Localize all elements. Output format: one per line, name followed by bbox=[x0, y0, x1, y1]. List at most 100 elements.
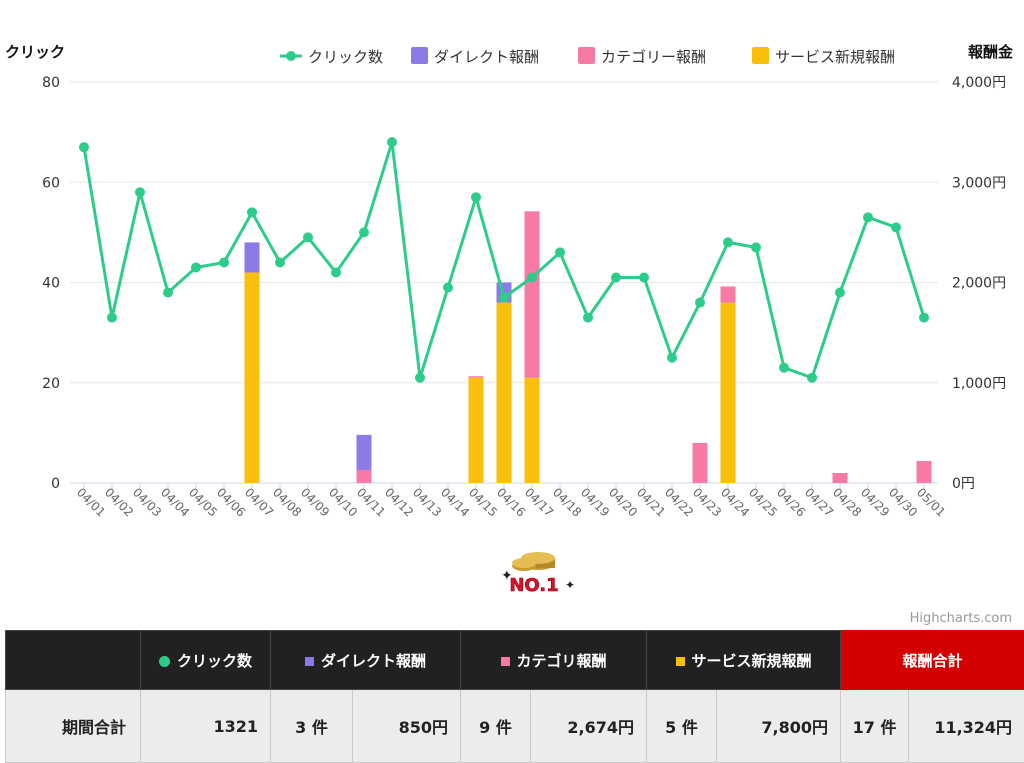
legend-item[interactable]: クリック数 bbox=[280, 48, 383, 66]
x-tick-label: 04/11 bbox=[354, 485, 388, 519]
legend-square-icon bbox=[578, 47, 595, 64]
x-axis: 04/0104/0204/0304/0404/0504/0604/0704/08… bbox=[74, 483, 948, 520]
x-tick-label: 04/12 bbox=[382, 485, 416, 519]
click-point bbox=[779, 363, 789, 373]
x-tick-label: 04/03 bbox=[130, 485, 164, 519]
click-point bbox=[303, 232, 313, 242]
x-tick-label: 04/09 bbox=[298, 485, 332, 519]
bar-segment bbox=[469, 376, 484, 378]
left-tick-label: 60 bbox=[42, 175, 60, 191]
header-direct: ダイレクト報酬 bbox=[271, 631, 461, 690]
click-point bbox=[471, 192, 481, 202]
x-tick-label: 04/14 bbox=[438, 485, 472, 519]
header-clicks: クリック数 bbox=[141, 631, 271, 690]
right-tick-label: 2,000円 bbox=[952, 276, 1006, 292]
legend-dot-icon bbox=[286, 51, 296, 61]
x-tick-label: 04/01 bbox=[74, 485, 108, 519]
x-tick-label: 04/08 bbox=[270, 485, 304, 519]
click-point bbox=[891, 222, 901, 232]
legend-label: クリック数 bbox=[308, 48, 383, 66]
click-point bbox=[863, 212, 873, 222]
legend-label: サービス新規報酬 bbox=[775, 48, 895, 66]
x-tick-label: 04/04 bbox=[158, 485, 192, 519]
header-category: カテゴリ報酬 bbox=[461, 631, 647, 690]
click-point bbox=[835, 288, 845, 298]
category-count: 9 件 bbox=[461, 690, 531, 763]
x-tick-label: 04/25 bbox=[746, 485, 780, 519]
legend[interactable]: クリック数 ダイレクト報酬 カテゴリー報酬 サービス新規報酬 bbox=[280, 47, 895, 66]
x-tick-label: 04/05 bbox=[186, 485, 220, 519]
x-tick-label: 04/17 bbox=[522, 485, 556, 519]
click-point bbox=[135, 187, 145, 197]
x-tick-label: 04/18 bbox=[550, 485, 584, 519]
direct-count: 3 件 bbox=[271, 690, 353, 763]
highcharts-credit[interactable]: Highcharts.com bbox=[910, 611, 1012, 626]
summary-total-row: 期間合計 1321 3 件 850円 9 件 2,674円 5 件 7,800円… bbox=[6, 690, 1024, 763]
legend-item[interactable]: サービス新規報酬 bbox=[752, 47, 895, 66]
click-point bbox=[695, 298, 705, 308]
click-point bbox=[219, 257, 229, 267]
x-tick-label: 04/30 bbox=[886, 485, 920, 519]
bar-segment bbox=[525, 211, 540, 377]
click-point bbox=[807, 373, 817, 383]
x-tick-label: 04/23 bbox=[690, 485, 724, 519]
bar-segment bbox=[525, 378, 540, 483]
legend-square-icon bbox=[411, 47, 428, 64]
click-point bbox=[247, 207, 257, 217]
x-tick-label: 04/22 bbox=[662, 485, 696, 519]
click-point bbox=[359, 227, 369, 237]
legend-label: カテゴリー報酬 bbox=[601, 48, 706, 66]
legend-label: ダイレクト報酬 bbox=[434, 48, 539, 66]
bar-series bbox=[245, 211, 932, 483]
svg-text:✦: ✦ bbox=[565, 578, 575, 592]
no1-badge-logo: ✦ ✦ NO.1 bbox=[488, 546, 580, 596]
x-tick-label: 04/10 bbox=[326, 485, 360, 519]
summary-table: クリック数 ダイレクト報酬 カテゴリ報酬 サービス新規報酬 報酬合計 期間合計 … bbox=[5, 630, 1024, 763]
click-point bbox=[163, 288, 173, 298]
legend-square-icon bbox=[752, 47, 769, 64]
click-point bbox=[499, 293, 509, 303]
click-point bbox=[611, 272, 621, 282]
left-tick-label: 80 bbox=[42, 75, 60, 91]
bar-segment bbox=[693, 443, 708, 483]
click-point bbox=[751, 242, 761, 252]
right-tick-label: 4,000円 bbox=[952, 75, 1006, 91]
click-dot-icon bbox=[159, 656, 170, 667]
bar-segment bbox=[245, 242, 260, 272]
x-tick-label: 04/21 bbox=[634, 485, 668, 519]
click-point bbox=[639, 272, 649, 282]
left-tick-label: 20 bbox=[42, 376, 60, 392]
bar-segment bbox=[469, 378, 484, 483]
click-point bbox=[387, 137, 397, 147]
service-amount: 7,800円 bbox=[717, 690, 841, 763]
x-tick-label: 04/26 bbox=[774, 485, 808, 519]
click-point bbox=[79, 142, 89, 152]
x-tick-label: 04/20 bbox=[606, 485, 640, 519]
x-tick-label: 04/29 bbox=[858, 485, 892, 519]
x-tick-label: 04/28 bbox=[830, 485, 864, 519]
bar-segment bbox=[357, 470, 372, 483]
right-tick-label: 3,000円 bbox=[952, 175, 1006, 191]
click-point bbox=[527, 272, 537, 282]
click-point bbox=[107, 313, 117, 323]
click-point bbox=[191, 262, 201, 272]
bar-segment bbox=[497, 303, 512, 483]
category-square-icon bbox=[501, 657, 510, 666]
legend-item[interactable]: カテゴリー報酬 bbox=[578, 47, 706, 66]
total-amount: 11,324円 bbox=[909, 690, 1024, 763]
x-tick-label: 04/16 bbox=[494, 485, 528, 519]
clicks-value: 1321 bbox=[141, 690, 271, 763]
x-tick-label: 04/13 bbox=[410, 485, 444, 519]
x-tick-label: 04/19 bbox=[578, 485, 612, 519]
x-tick-label: 04/24 bbox=[718, 485, 752, 519]
click-point bbox=[583, 313, 593, 323]
legend-item[interactable]: ダイレクト報酬 bbox=[411, 47, 539, 66]
coin-stack-icon: ✦ ✦ NO.1 bbox=[488, 546, 580, 596]
row-label: 期間合計 bbox=[6, 690, 141, 763]
bar-segment bbox=[357, 435, 372, 470]
right-tick-label: 1,000円 bbox=[952, 376, 1006, 392]
x-tick-label: 04/07 bbox=[242, 485, 276, 519]
badge-text: NO.1 bbox=[509, 575, 558, 596]
total-count: 17 件 bbox=[841, 690, 909, 763]
